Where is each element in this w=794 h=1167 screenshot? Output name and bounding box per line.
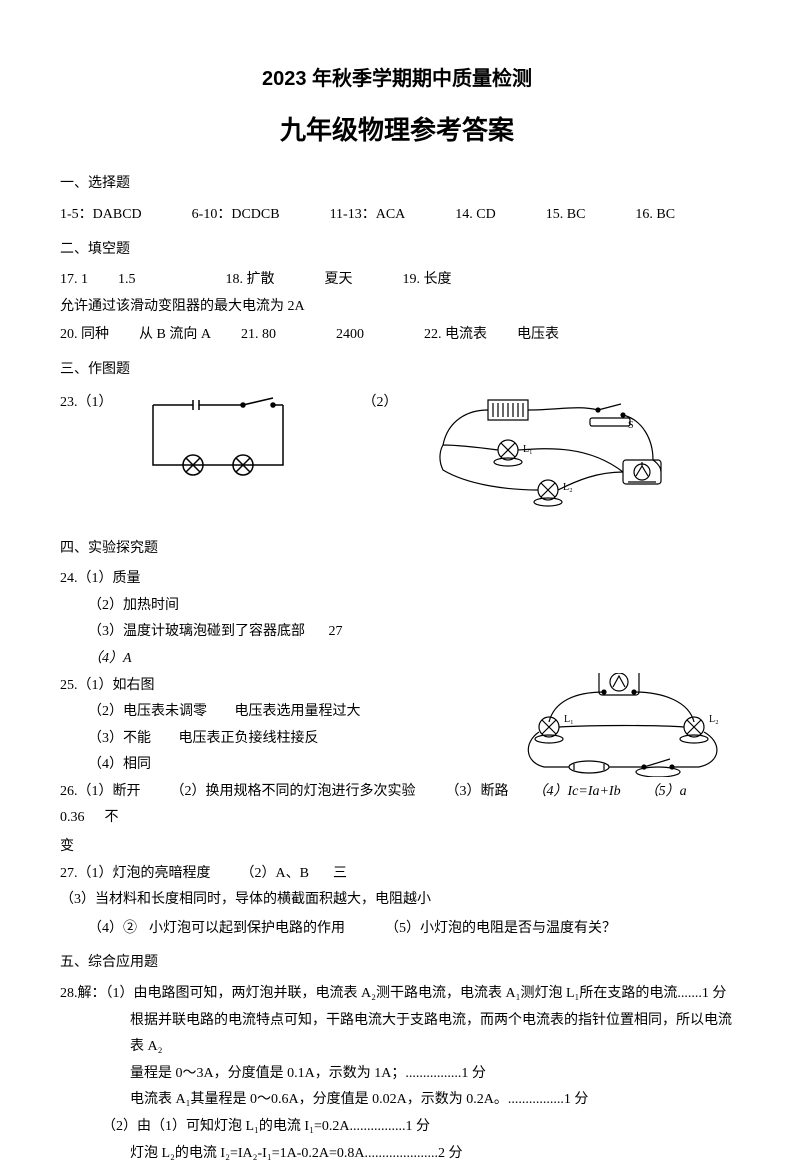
svg-text:L₁: L₁ bbox=[564, 714, 574, 725]
q26-row: 26.（1）断开 （2）换用规格不同的灯泡进行多次实验 （3）断路 （4）Ic=… bbox=[60, 779, 734, 832]
q27-1: 27.（1）灯泡的亮暗程度 bbox=[60, 861, 211, 888]
ans-11-13: 11-13：ACA bbox=[330, 202, 406, 229]
ans-16: 16. BC bbox=[635, 202, 675, 229]
section-4-head: 四、实验探究题 bbox=[60, 536, 734, 563]
q28-l3: 量程是 0～3A，分度值是 0.1A，示数为 1A；..............… bbox=[60, 1061, 734, 1088]
q23-label-2: （2） bbox=[363, 390, 398, 417]
ans-6-10: 6-10：DCDCB bbox=[192, 202, 280, 229]
q18a: 18. 扩散 bbox=[226, 267, 275, 294]
q27-2a: （2）A、B bbox=[241, 861, 309, 888]
q24-4: （4）A bbox=[60, 646, 734, 673]
q27-5: （5）小灯泡的电阻是否与温度有关？ bbox=[385, 916, 616, 943]
q27-row1: 27.（1）灯泡的亮暗程度 （2）A、B 三 （3）当材料和长度相同时，导体的横… bbox=[60, 861, 734, 914]
q25-3a: （3）不能 bbox=[88, 731, 151, 746]
q28-l4: 电流表 A₁其量程是 0～0.6A，分度值是 0.02A，示数为 0.2A。..… bbox=[60, 1087, 734, 1114]
q27-2b: 三 bbox=[333, 861, 347, 888]
circuit-diagram-3: L₁ L₂ bbox=[504, 673, 734, 777]
q23-label-1: 23.（1） bbox=[60, 390, 113, 417]
page-title-line2: 九年级物理参考答案 bbox=[60, 106, 734, 155]
q21b: 2400 bbox=[336, 322, 364, 349]
section-5-head: 五、综合应用题 bbox=[60, 950, 734, 977]
q28-2a: （2）由（1）可知灯泡 L₁的电流 I₁=0.2A...............… bbox=[60, 1114, 734, 1141]
q28-2b: 灯泡 L₂的电流 I₂=IA₂-I₁=1A-0.2A=0.8A.........… bbox=[60, 1141, 734, 1167]
q26-end: 变 bbox=[60, 834, 734, 861]
q26-5a: （5）a bbox=[645, 779, 687, 806]
q27-row2: （4）② 小灯泡可以起到保护电路的作用 （5）小灯泡的电阻是否与温度有关？ bbox=[60, 916, 734, 943]
q27-4a: （4）② bbox=[88, 916, 137, 943]
q24-3b: 27 bbox=[329, 624, 343, 639]
q24-1: 24.（1）质量 bbox=[60, 566, 734, 593]
q18b: 夏天 bbox=[325, 267, 353, 294]
q20b: 从 B 流向 A bbox=[139, 322, 211, 349]
q26-1: 26.（1）断开 bbox=[60, 779, 141, 806]
q24-3a: （3）温度计玻璃泡碰到了容器底部 bbox=[88, 624, 305, 639]
q26-5c: 不 bbox=[105, 805, 119, 832]
q25-3b: 电压表正负接线柱接反 bbox=[179, 731, 319, 746]
circuit-diagram-1 bbox=[133, 390, 303, 480]
q17b: 1.5 bbox=[118, 267, 136, 294]
svg-text:S: S bbox=[628, 420, 634, 431]
q26-3: （3）断路 bbox=[446, 779, 509, 806]
q28-l1: 28.解：（1）由电路图可知，两灯泡并联，电流表 A₂测干路电流，电流表 A₁测… bbox=[60, 981, 734, 1008]
q27-4b: 小灯泡可以起到保护电路的作用 bbox=[149, 916, 345, 943]
q20-22-row: 20. 同种 从 B 流向 A 21. 80 2400 22. 电流表 电压表 bbox=[60, 322, 734, 349]
ans-1-5: 1-5：DABCD bbox=[60, 202, 142, 229]
section-2-head: 二、填空题 bbox=[60, 237, 734, 264]
q26-2: （2）换用规格不同的灯泡进行多次实验 bbox=[171, 779, 416, 806]
q21a: 21. 80 bbox=[241, 322, 276, 349]
section-1-head: 一、选择题 bbox=[60, 171, 734, 198]
q22a: 22. 电流表 bbox=[424, 322, 487, 349]
q25-block: L₁ L₂ 25.（1）如右图 （2）电压表未调零 电压表选用量程 bbox=[60, 673, 734, 779]
q25-2b: 电压表选用量程过大 bbox=[235, 704, 361, 719]
q27-3: （3）当材料和长度相同时，导体的横截面积越大，电阻越小 bbox=[60, 887, 431, 914]
q23-row: 23.（1） （2） S bbox=[60, 390, 734, 510]
q24-2: （2）加热时间 bbox=[60, 593, 734, 620]
q1-16-row: 1-5：DABCD 6-10：DCDCB 11-13：ACA 14. CD 15… bbox=[60, 202, 734, 229]
svg-text:L₂: L₂ bbox=[563, 482, 573, 493]
q22b: 电压表 bbox=[517, 322, 559, 349]
q25-2a: （2）电压表未调零 bbox=[88, 704, 207, 719]
q19b: 允许通过该滑动变阻器的最大电流为 2A bbox=[60, 294, 305, 321]
q20a: 20. 同种 bbox=[60, 322, 109, 349]
q19a: 19. 长度 bbox=[403, 267, 452, 294]
q26-5b: 0.36 bbox=[60, 805, 85, 832]
q26-4: （4）Ic=Ia+Ib bbox=[533, 779, 621, 806]
section-3-head: 三、作图题 bbox=[60, 357, 734, 384]
q24-3: （3）温度计玻璃泡碰到了容器底部 27 bbox=[60, 619, 734, 646]
q17-19-row: 17. 1 1.5 18. 扩散 夏天 19. 长度 允许通过该滑动变阻器的最大… bbox=[60, 267, 734, 320]
circuit-diagram-2: S L₂ L₁ bbox=[418, 390, 668, 510]
page-title-line1: 2023 年秋季学期期中质量检测 bbox=[60, 60, 734, 98]
ans-15: 15. BC bbox=[546, 202, 586, 229]
ans-14: 14. CD bbox=[455, 202, 495, 229]
q17a: 17. 1 bbox=[60, 267, 88, 294]
svg-text:L₂: L₂ bbox=[709, 714, 719, 725]
q28-l2: 根据并联电路的电流特点可知，干路电流大于支路电流，而两个电流表的指针位置相同，所… bbox=[60, 1008, 734, 1061]
